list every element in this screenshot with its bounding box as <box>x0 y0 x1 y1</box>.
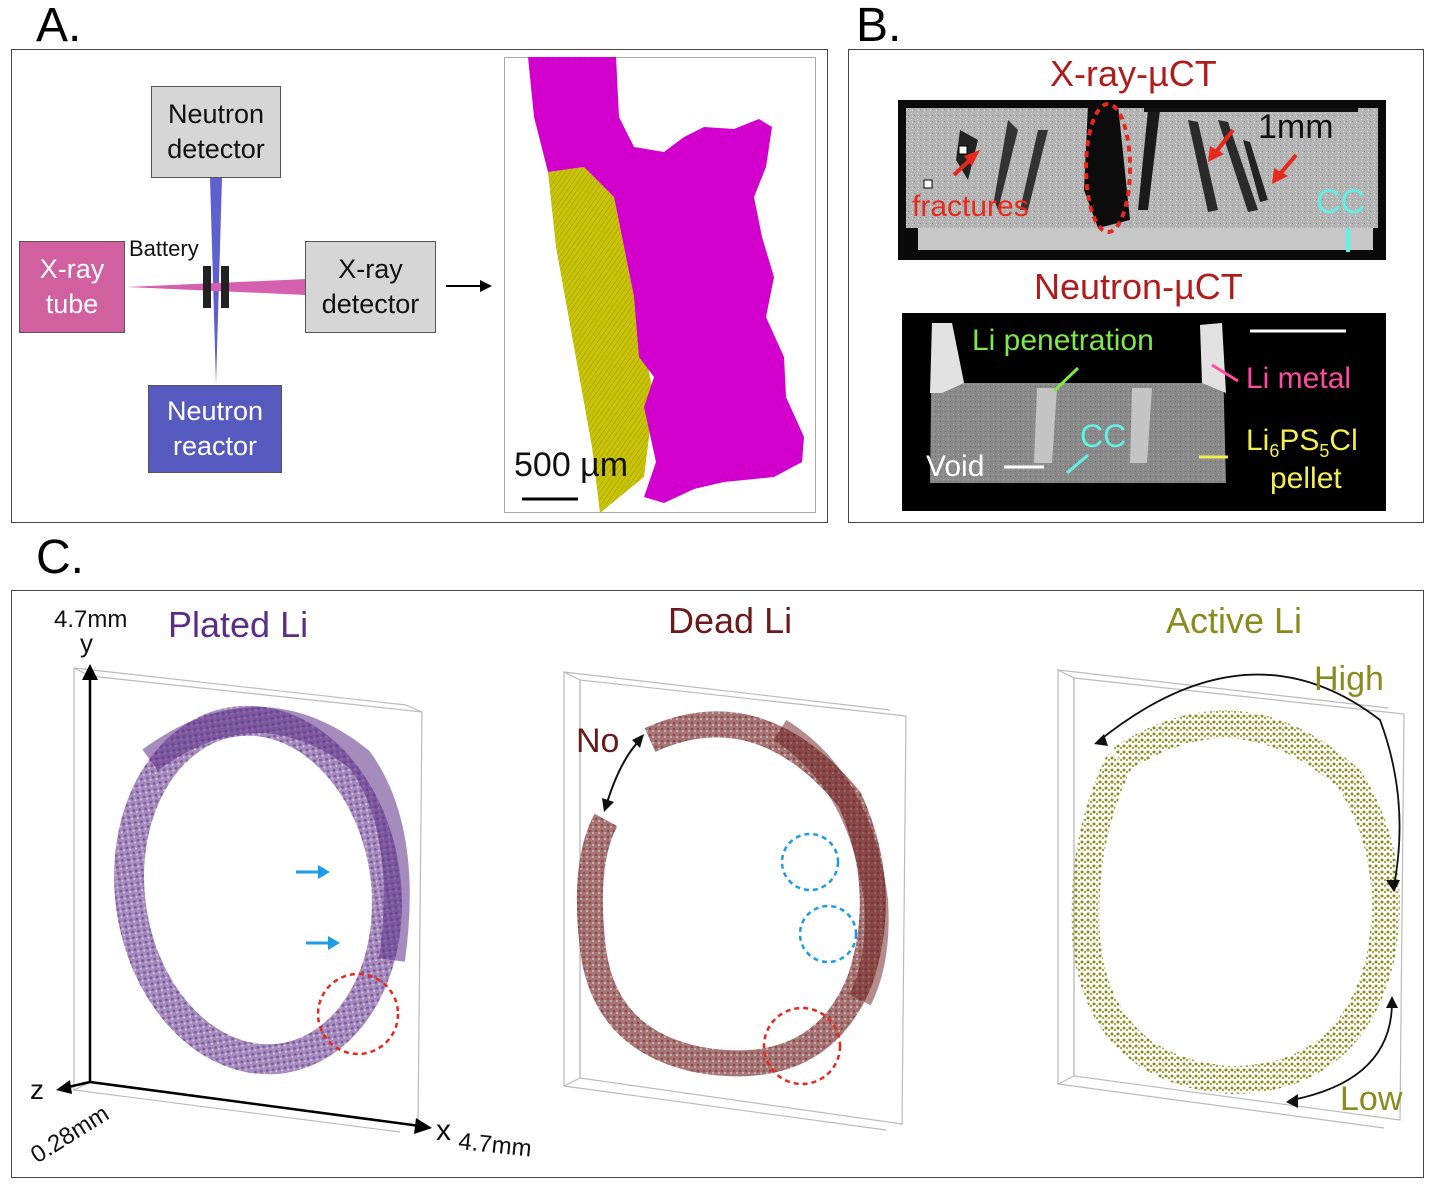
panel-c-letter: C. <box>36 531 84 584</box>
pellet-sub-5: 5 <box>1319 441 1330 461</box>
xray-ct-image <box>898 100 1386 260</box>
neutron-ct-title: Neutron-µCT <box>1034 266 1243 307</box>
dead-li-title: Dead Li <box>668 600 793 641</box>
dead-no-label: No <box>576 722 620 760</box>
neutron-detector-label: Neutron detector <box>167 99 265 164</box>
active-li-ring <box>1071 710 1400 1095</box>
plated-red-circle <box>316 972 400 1056</box>
z-axis-label: z <box>30 1074 44 1105</box>
xray-scale-label: 1mm <box>1258 108 1334 146</box>
xray-beam <box>127 279 306 295</box>
pellet-surface <box>548 167 654 513</box>
active-li-title: Active Li <box>1166 600 1303 641</box>
active-li-box <box>1057 669 1405 1129</box>
pellet-formula-label: Li6PS5Cl <box>1246 424 1358 462</box>
panel-a-letter: A. <box>36 0 82 52</box>
x-axis-label: x <box>436 1114 451 1147</box>
battery-cell-left <box>203 266 211 308</box>
lithium-surface <box>528 57 804 503</box>
neutron-detector-box: Neutron detector <box>151 86 281 178</box>
pellet-word-label: pellet <box>1270 462 1342 495</box>
y-axis-head <box>82 664 98 680</box>
arrow-blue-2-head <box>328 936 340 950</box>
x-axis-line <box>89 1080 421 1128</box>
y-max-label: 4.7mm <box>54 606 128 633</box>
dead-arc-head-bottom <box>602 798 614 812</box>
render-scale-label: 500 µm <box>514 446 629 484</box>
xray-cc-label: CC <box>1316 183 1366 221</box>
pellet-li: Li <box>1246 424 1270 457</box>
li-penetration-label: Li penetration <box>972 324 1154 357</box>
pellet-cl: Cl <box>1329 424 1358 457</box>
active-arc-low-head-bottom <box>1286 1094 1298 1108</box>
x-axis-head <box>414 1118 432 1134</box>
neutron-ct-image <box>902 313 1386 511</box>
arrow-blue-1-head <box>318 865 330 879</box>
xray-tube-label: X-ray tube <box>39 254 105 319</box>
neutron-beam <box>210 178 222 385</box>
pellet-ps: PS <box>1279 424 1320 457</box>
active-arc-high-head-right <box>1386 880 1400 892</box>
neutron-cc-label: CC <box>1080 418 1127 454</box>
beam-diagram <box>127 178 492 385</box>
dead-red-circle <box>762 1006 842 1086</box>
neutron-reactor-label: Neutron reactor <box>166 396 264 461</box>
void-label: Void <box>926 450 985 483</box>
dead-li-thick <box>773 719 889 1006</box>
pellet-sub-6: 6 <box>1269 441 1280 461</box>
dead-arc-head-top <box>632 734 644 748</box>
z-axis-head <box>56 1080 72 1094</box>
active-arc-high-head-left <box>1094 734 1108 746</box>
active-arc-high <box>1099 673 1401 887</box>
plated-li-upper-thick <box>142 707 410 962</box>
neutron-reactor-box: Neutron reactor <box>148 385 282 473</box>
active-arc-low <box>1291 1001 1393 1101</box>
arrowhead-to-render <box>480 280 492 292</box>
battery-label: Battery <box>129 236 199 261</box>
xray-ct-title: X-ray-µCT <box>1050 53 1217 94</box>
panel-b-letter: B. <box>856 0 902 52</box>
battery-cell-right <box>221 266 229 308</box>
xray-detector-box: X-ray detector <box>305 241 436 333</box>
li-metal-label: Li metal <box>1246 362 1352 395</box>
fractures-label: fractures <box>912 190 1029 223</box>
lithium-render <box>522 57 804 513</box>
dead-blue-circle-1 <box>780 832 840 892</box>
xray-tube-box: X-ray tube <box>19 241 125 333</box>
dead-blue-circle-2 <box>798 904 858 964</box>
y-axis-label: y <box>80 628 93 658</box>
active-low-label: Low <box>1340 1080 1403 1118</box>
active-arc-low-head-top <box>1386 996 1398 1008</box>
plated-li-title: Plated Li <box>168 604 309 645</box>
xray-detector-label: X-ray detector <box>321 254 420 319</box>
active-high-label: High <box>1314 660 1384 698</box>
